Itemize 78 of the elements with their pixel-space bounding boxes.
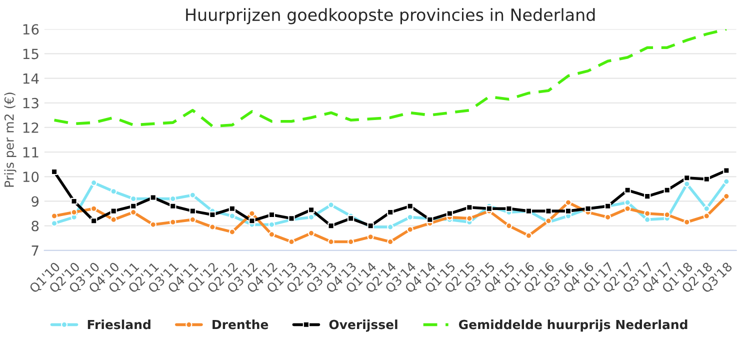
point xyxy=(90,218,98,224)
y-tick-label: 14 xyxy=(23,73,39,84)
point xyxy=(604,214,612,220)
point xyxy=(703,205,710,212)
point xyxy=(644,216,651,223)
point xyxy=(130,202,137,210)
point xyxy=(624,199,631,206)
y-tick-label: 7 xyxy=(32,246,38,256)
point xyxy=(228,212,236,220)
y-tick-label: 13 xyxy=(23,98,38,108)
point xyxy=(466,215,473,222)
y-tick-label: 10 xyxy=(23,172,39,182)
point xyxy=(189,216,196,223)
point xyxy=(684,218,690,226)
y-tick-label: 16 xyxy=(23,24,39,35)
point xyxy=(228,205,236,212)
point xyxy=(70,198,78,205)
y-tick-label: 12 xyxy=(23,122,38,133)
point xyxy=(248,210,256,217)
point xyxy=(664,186,670,194)
y-tick-label: 8 xyxy=(32,220,39,232)
point xyxy=(150,221,156,228)
point xyxy=(228,228,236,236)
y-tick-label: 15 xyxy=(23,48,38,60)
point xyxy=(110,216,117,223)
point xyxy=(308,230,315,236)
point xyxy=(664,211,670,218)
point xyxy=(406,202,414,210)
point xyxy=(624,205,631,212)
y-axis-title: Prijs per m2 (€) xyxy=(4,92,16,187)
point xyxy=(564,199,572,206)
point xyxy=(170,218,176,226)
point xyxy=(486,205,492,212)
point xyxy=(684,180,690,188)
point xyxy=(466,204,473,211)
point xyxy=(545,208,552,214)
point xyxy=(248,218,256,224)
point xyxy=(189,208,196,214)
point xyxy=(703,176,710,182)
point xyxy=(723,193,730,200)
point xyxy=(268,221,276,228)
point xyxy=(308,214,315,220)
point xyxy=(644,210,651,217)
line-series xyxy=(52,29,728,128)
point xyxy=(506,205,512,212)
point xyxy=(367,234,374,240)
point xyxy=(703,212,710,220)
point xyxy=(723,178,730,185)
point xyxy=(110,208,117,214)
point xyxy=(90,205,98,212)
point xyxy=(209,224,216,230)
point xyxy=(506,222,512,230)
y-tick-label: 11 xyxy=(23,147,38,158)
point xyxy=(446,210,453,217)
chart-title: Huurprijzen goedkoopste provincies in Nederland xyxy=(186,8,595,24)
point xyxy=(50,220,58,227)
legend-label: Gemiddelde huurprijs Nederland xyxy=(458,320,688,332)
point xyxy=(564,208,572,214)
point xyxy=(723,167,730,174)
point xyxy=(328,222,334,230)
point xyxy=(684,174,690,182)
point xyxy=(328,202,334,208)
legend-label: Overijssel xyxy=(329,320,398,332)
point xyxy=(308,206,315,214)
point xyxy=(170,202,176,210)
point xyxy=(348,215,354,222)
y-tick-label: 9 xyxy=(32,196,39,207)
point xyxy=(387,208,394,216)
point xyxy=(189,192,196,198)
point xyxy=(387,224,394,230)
point xyxy=(110,188,117,195)
legend-label: Drenthe xyxy=(212,320,268,330)
point xyxy=(624,186,631,194)
legend-label: Friesland xyxy=(88,320,150,330)
point xyxy=(644,193,651,200)
point xyxy=(406,226,414,233)
point xyxy=(525,232,532,239)
point xyxy=(268,231,276,238)
